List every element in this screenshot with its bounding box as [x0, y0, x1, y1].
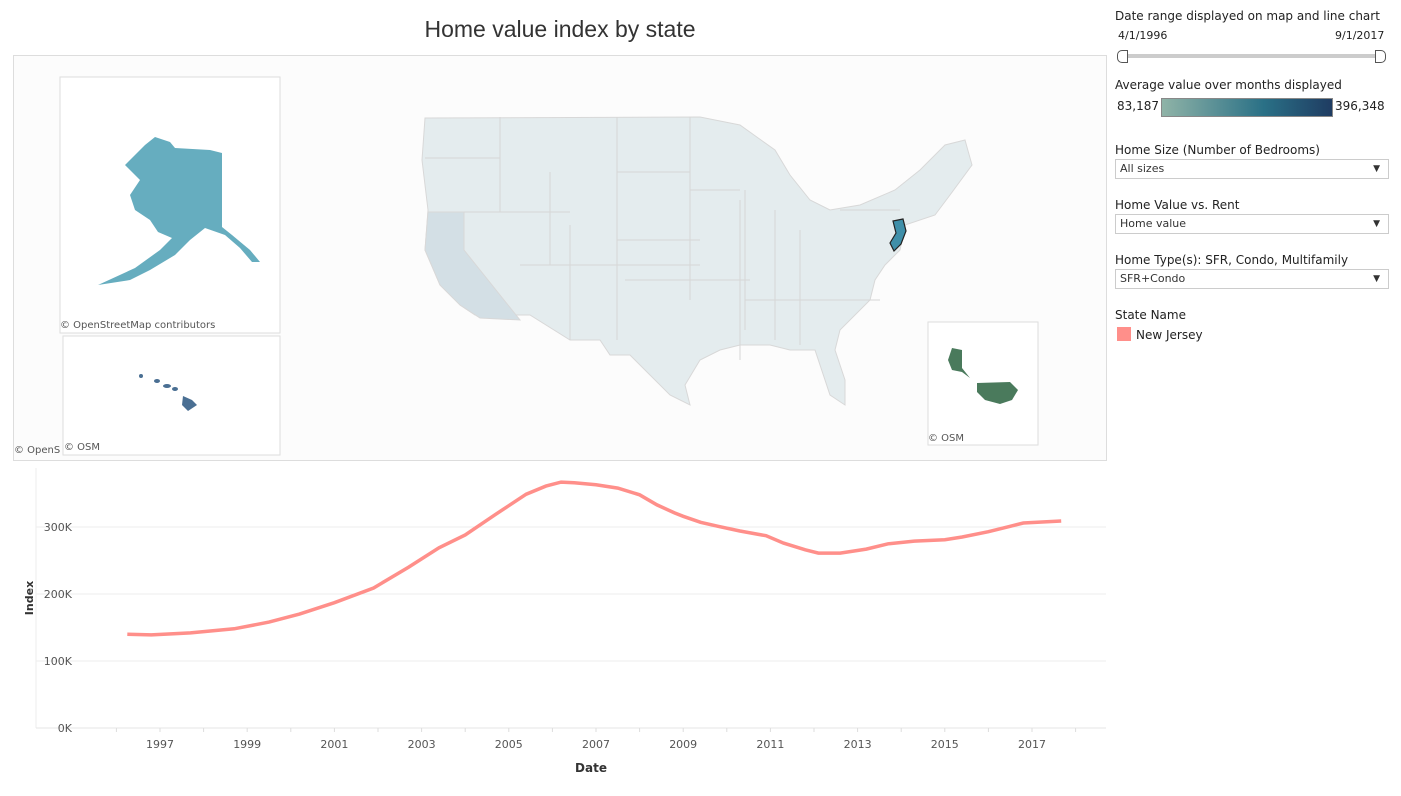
line-chart[interactable]: 0K 100K 200K 300K 1997 1999 2001 2003 2005 2007 20…: [0, 460, 1110, 796]
overview-map: [948, 348, 1018, 404]
hawaii-inset[interactable]: [62, 335, 281, 456]
state-legend-swatch[interactable]: [1117, 327, 1131, 341]
date-range-end-handle[interactable]: [1375, 50, 1386, 63]
y-tick-label: 200K: [44, 588, 73, 601]
state-alaska[interactable]: [98, 137, 260, 285]
chevron-down-icon: ▼: [1373, 274, 1380, 284]
date-range-start-handle[interactable]: [1117, 50, 1128, 63]
color-legend-label: Average value over months displayed: [1115, 78, 1342, 92]
state-map[interactable]: © OpenStreetMap contributors © OpenS © O…: [13, 55, 1107, 461]
x-tick-label: 2011: [756, 738, 784, 751]
y-tick-label: 100K: [44, 655, 73, 668]
dashboard-title: Home value index by state: [424, 16, 696, 42]
osm-attribution[interactable]: © OpenStreetMap contributors: [60, 320, 216, 331]
x-tick-label: 2017: [1018, 738, 1046, 751]
state-hawaii[interactable]: [139, 374, 197, 411]
x-tick-label: 1997: [146, 738, 174, 751]
x-tick-label: 2003: [408, 738, 436, 751]
date-range-start: 4/1/1996: [1118, 29, 1168, 42]
x-tick-label: 2001: [320, 738, 348, 751]
date-range-track[interactable]: [1122, 54, 1380, 58]
y-tick-label: 0K: [58, 722, 73, 735]
state-borders: [425, 117, 900, 360]
color-legend-gradient: [1161, 98, 1333, 117]
osm-attribution-hawaii[interactable]: © OSM: [64, 442, 101, 453]
filter-value-rent-dropdown[interactable]: Home value ▼: [1115, 214, 1389, 234]
filter-home-type-dropdown[interactable]: SFR+Condo ▼: [1115, 269, 1389, 289]
filter-home-size-label: Home Size (Number of Bedrooms): [1115, 143, 1320, 157]
filter-home-size-value: All sizes: [1120, 162, 1165, 175]
color-legend-max: 396,348: [1335, 99, 1385, 113]
chevron-down-icon: ▼: [1373, 164, 1380, 174]
filter-home-type-label: Home Type(s): SFR, Condo, Multifamily: [1115, 253, 1349, 267]
osm-attribution-overview[interactable]: © OSM: [928, 433, 965, 444]
state-legend-label: State Name: [1115, 308, 1186, 322]
state-california[interactable]: [424, 211, 522, 321]
chevron-down-icon: ▼: [1373, 219, 1380, 229]
y-axis-title: Index: [23, 581, 36, 615]
date-range-label: Date range displayed on map and line cha…: [1115, 9, 1380, 23]
date-range-end: 9/1/2017: [1335, 29, 1385, 42]
series-line-new-jersey[interactable]: [127, 480, 1062, 637]
state-legend-item[interactable]: New Jersey: [1136, 328, 1203, 342]
x-tick-label: 1999: [233, 738, 261, 751]
y-tick-label: 300K: [44, 521, 73, 534]
filter-value-rent-value: Home value: [1120, 217, 1187, 230]
us-map-svg[interactable]: [14, 56, 1106, 460]
x-axis-title: Date: [575, 761, 607, 775]
filter-home-size-dropdown[interactable]: All sizes ▼: [1115, 159, 1389, 179]
x-tick-label: 2013: [844, 738, 872, 751]
x-tick-label: 2015: [931, 738, 959, 751]
x-tick-label: 2007: [582, 738, 610, 751]
osm-attribution-cut[interactable]: © OpenS: [14, 445, 61, 456]
state-new-jersey[interactable]: [889, 218, 907, 253]
filter-value-rent-label: Home Value vs. Rent: [1115, 198, 1240, 212]
x-tick-label: 2009: [669, 738, 697, 751]
x-tick-label: 2005: [495, 738, 523, 751]
filter-home-type-value: SFR+Condo: [1120, 272, 1186, 285]
contiguous-us[interactable]: [421, 116, 973, 406]
color-legend-min: 83,187: [1117, 99, 1159, 113]
